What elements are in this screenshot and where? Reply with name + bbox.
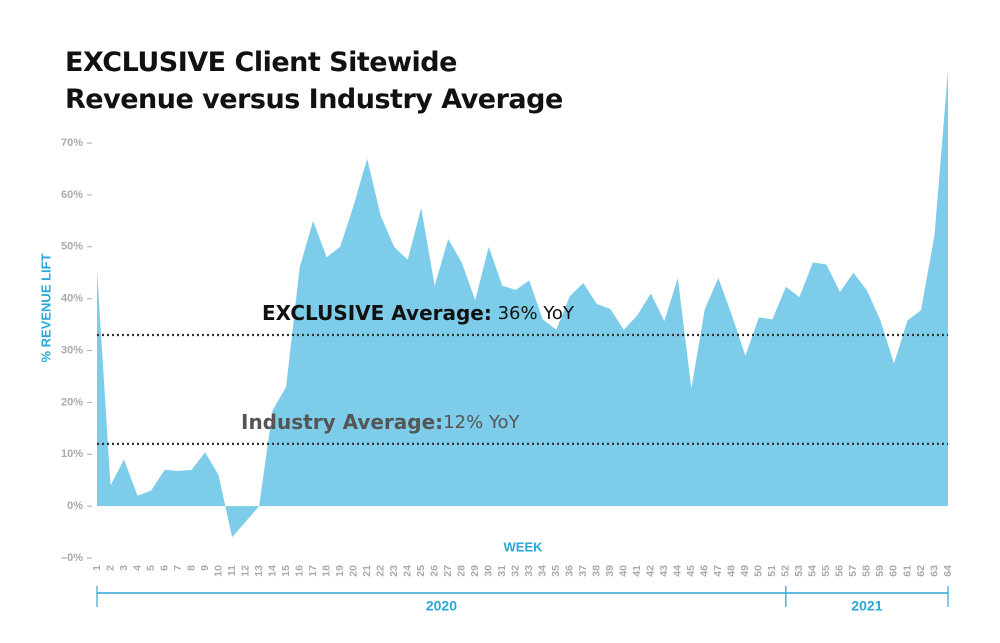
x-tick-label: 55 [820,565,832,577]
x-tick-label: 57 [847,565,859,577]
annotation-value: 12% YoY [443,412,520,433]
x-tick-label: 36 [564,565,576,577]
x-tick-label: 59 [874,565,886,577]
x-tick-label: 6 [158,565,170,571]
x-tick-label: 20 [347,565,359,577]
x-tick-label: 60 [888,565,900,577]
x-tick-label: 30 [483,565,495,577]
x-tick-label: 46 [699,565,711,577]
x-tick-label: 4 [131,565,143,571]
x-tick-label: 13 [253,565,265,577]
x-tick-label: 50 [753,565,765,577]
x-tick-label: 62 [915,565,927,577]
x-tick-label: 7 [172,565,184,571]
x-tick-label: 42 [645,565,657,577]
x-tick-label: 52 [780,565,792,577]
x-tick-label: 41 [631,565,643,577]
x-tick-label: 11 [226,565,238,576]
x-tick-label: 14 [266,565,278,577]
y-tick-label: 40% [61,293,83,305]
y-tick-label: 30% [61,344,83,356]
x-tick-label: 58 [861,565,873,577]
x-tick-label: 9 [199,565,211,571]
x-tick-label: 47 [712,565,724,577]
x-tick-label: 12 [239,565,251,577]
x-tick-label: 22 [374,565,386,577]
x-tick-label: 23 [388,565,400,577]
y-axis-label: % REVENUE LIFT [38,253,53,362]
x-tick-label: 2 [104,565,116,571]
x-tick-label: 28 [455,565,467,577]
x-tick-label: 61 [901,565,913,577]
y-tick-label: 70% [61,137,83,149]
x-tick-label: 38 [591,565,603,577]
x-tick-label: 40 [618,565,630,577]
y-tick-label: 0% [67,500,83,512]
x-tick-label: 10 [212,565,224,577]
x-tick-label: 24 [401,565,413,577]
x-tick-label: 1 [91,565,103,571]
x-axis-label: WEEK [504,539,544,554]
x-tick-label: 18 [320,565,332,577]
x-tick-label: 44 [672,565,684,577]
annotation-label: Industry Average: [241,409,443,433]
x-tick-label: 5 [145,565,157,571]
reference-annotation: EXCLUSIVE Average: 36% YoY [262,300,575,324]
x-tick-label: 29 [469,565,481,577]
year-label: 2021 [851,598,882,614]
x-tick-label: 63 [928,565,940,577]
x-tick-label: 45 [685,565,697,577]
x-tick-label: 51 [766,565,778,577]
x-tick-label: 49 [739,565,751,577]
x-tick-label: 53 [793,565,805,577]
x-tick-label: 25 [415,565,427,577]
annotation-label: EXCLUSIVE Average: [262,300,492,324]
x-tick-label: 17 [307,565,319,577]
x-tick-label: 3 [118,565,130,571]
y-tick-label: 10% [61,448,83,460]
x-tick-label: 43 [658,565,670,577]
x-tick-label: 8 [185,565,197,571]
y-tick-label: –0% [61,552,83,564]
annotation-value: 36% YoY [492,303,575,324]
x-tick-label: 37 [577,565,589,577]
x-tick-label: 35 [550,565,562,577]
reference-annotation: Industry Average:12% YoY [241,409,521,433]
year-label: 2020 [426,598,457,614]
chart-title: EXCLUSIVE Client Sitewide Revenue versus… [65,47,563,115]
x-tick-label: 54 [807,565,819,577]
y-tick-label: 50% [61,241,83,253]
x-tick-label: 32 [510,565,522,577]
y-tick-label: 60% [61,189,83,201]
x-tick-label: 31 [496,565,508,577]
x-tick-label: 48 [726,565,738,577]
x-tick-label: 34 [537,565,549,577]
area [97,70,948,538]
x-tick-label: 19 [334,565,346,577]
x-tick-label: 21 [361,565,373,577]
x-tick-label: 64 [942,565,954,577]
y-tick-label: 20% [61,396,83,408]
x-tick-label: 16 [293,565,305,577]
x-tick-label: 15 [280,565,292,577]
x-tick-label: 33 [523,565,535,577]
x-tick-label: 26 [428,565,440,577]
x-tick-label: 27 [442,565,454,577]
x-tick-label: 56 [834,565,846,577]
x-tick-label: 39 [604,565,616,577]
